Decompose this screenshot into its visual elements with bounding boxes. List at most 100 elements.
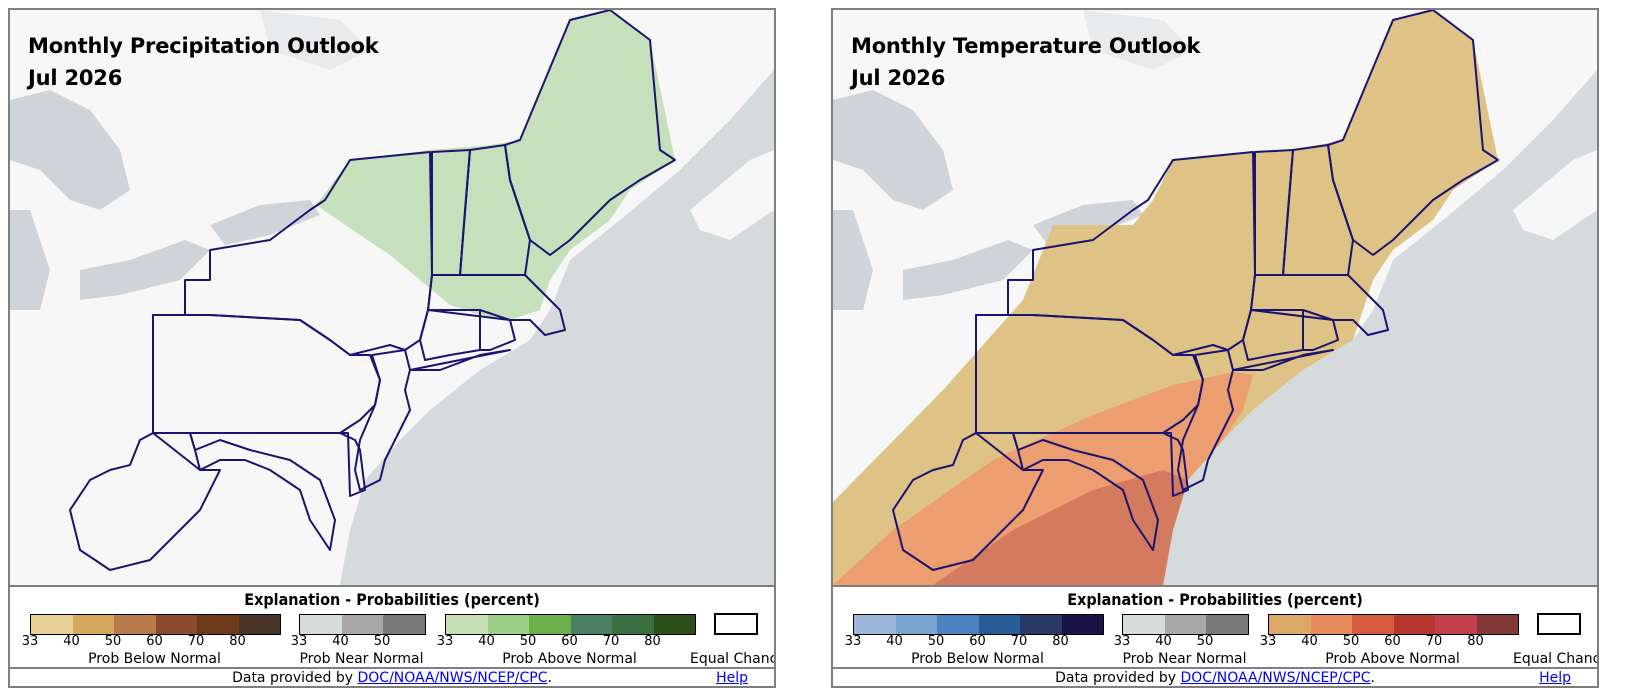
tick-label: 70 bbox=[187, 634, 205, 649]
lake-michigan bbox=[833, 210, 873, 310]
lake-huron bbox=[833, 90, 953, 210]
tick-label: 80 bbox=[229, 634, 246, 649]
temperature-map[interactable]: Monthly Temperature Outlook Jul 2026 bbox=[833, 10, 1597, 585]
help-link[interactable]: Help bbox=[1539, 670, 1571, 686]
credit-suffix: . bbox=[547, 670, 552, 686]
footer: Data provided by DOC/NOAA/NWS/NCEP/CPC. … bbox=[10, 667, 774, 686]
tick-label: 80 bbox=[644, 634, 661, 649]
near-normal-label: Prob Near Normal bbox=[1122, 651, 1247, 667]
precip-above-normal-33-area bbox=[316, 10, 675, 320]
tick-label: 60 bbox=[969, 634, 986, 649]
below-normal-label: Prob Below Normal bbox=[911, 651, 1044, 667]
state-boundaries bbox=[892, 10, 1499, 571]
cpc-link[interactable]: DOC/NOAA/NWS/NCEP/CPC bbox=[1180, 670, 1371, 686]
tick-label: 70 bbox=[1425, 634, 1443, 649]
tick-label: 33 bbox=[844, 634, 862, 649]
swatch bbox=[1061, 615, 1103, 634]
below-normal-ticks: 33 40 50 60 70 80 bbox=[22, 634, 279, 650]
help-link[interactable]: Help bbox=[716, 670, 748, 686]
tick-label: 50 bbox=[373, 634, 391, 649]
above-normal-ticks: 33 40 50 60 70 80 bbox=[437, 634, 694, 650]
tick-label: 70 bbox=[602, 634, 620, 649]
massachusetts-outline bbox=[427, 274, 566, 336]
tick-label: 50 bbox=[927, 634, 945, 649]
swatch bbox=[1164, 615, 1207, 634]
tick-label: 40 bbox=[332, 634, 349, 649]
swatch bbox=[487, 615, 529, 634]
maryland-outline bbox=[152, 432, 336, 551]
tick-label: 50 bbox=[1342, 634, 1360, 649]
lake-michigan bbox=[10, 210, 50, 310]
swatch bbox=[1435, 615, 1477, 634]
above-normal-label: Prob Above Normal bbox=[502, 651, 637, 667]
tick-label: 40 bbox=[478, 634, 495, 649]
tick-label: 40 bbox=[886, 634, 903, 649]
below-normal-scale bbox=[30, 614, 281, 635]
swatch bbox=[1476, 615, 1518, 634]
near-normal-scale bbox=[1122, 614, 1249, 635]
data-credit: Data provided by DOC/NOAA/NWS/NCEP/CPC. bbox=[833, 670, 1597, 686]
near-normal-label: Prob Near Normal bbox=[299, 651, 424, 667]
lake-huron bbox=[10, 90, 130, 210]
rhode-island-outline bbox=[1302, 309, 1339, 351]
near-normal-scale bbox=[299, 614, 426, 635]
new-jersey-outline bbox=[1177, 349, 1234, 491]
above-normal-scale bbox=[445, 614, 696, 635]
equal-chance-label: Equal Chance bbox=[690, 651, 774, 667]
state-boundaries bbox=[69, 10, 676, 571]
tick-label: 33 bbox=[436, 634, 454, 649]
tick-label: 50 bbox=[519, 634, 537, 649]
swatch bbox=[155, 615, 197, 634]
data-credit: Data provided by DOC/NOAA/NWS/NCEP/CPC. bbox=[10, 670, 774, 686]
lake-erie bbox=[80, 240, 210, 300]
precipitation-map-svg bbox=[10, 10, 774, 585]
above-normal-scale bbox=[1268, 614, 1519, 635]
precipitation-map[interactable]: Monthly Precipitation Outlook Jul 2026 bbox=[10, 10, 774, 585]
swatch bbox=[978, 615, 1020, 634]
temperature-map-svg bbox=[833, 10, 1597, 585]
tick-label: 33 bbox=[1113, 634, 1131, 649]
swatch bbox=[1123, 615, 1165, 634]
swatch bbox=[895, 615, 937, 634]
above-normal-ticks: 33 40 50 60 70 80 bbox=[1260, 634, 1517, 650]
legend-heading: Explanation - Probabilities (percent) bbox=[244, 590, 540, 609]
tick-label: 60 bbox=[561, 634, 578, 649]
map-title: Monthly Temperature Outlook bbox=[851, 34, 1201, 58]
west-virginia-outline bbox=[892, 432, 1044, 571]
credit-prefix: Data provided by bbox=[1055, 670, 1181, 686]
quebec-terrain bbox=[1083, 10, 1193, 70]
maritimes-land bbox=[1513, 150, 1597, 240]
long-island-outline bbox=[409, 349, 511, 371]
delaware-outline bbox=[1162, 432, 1189, 497]
temp-above-normal-50-area bbox=[933, 470, 1188, 585]
tick-label: 40 bbox=[1155, 634, 1172, 649]
swatch bbox=[1020, 615, 1062, 634]
equal-chance-label: Equal Chance bbox=[1513, 651, 1597, 667]
swatch bbox=[1206, 615, 1249, 634]
west-virginia-outline bbox=[69, 432, 221, 571]
tick-label: 60 bbox=[1384, 634, 1401, 649]
swatch bbox=[1269, 615, 1311, 634]
swatch bbox=[529, 615, 571, 634]
cpc-link[interactable]: DOC/NOAA/NWS/NCEP/CPC bbox=[357, 670, 548, 686]
tick-label: 80 bbox=[1467, 634, 1484, 649]
tick-label: 40 bbox=[1301, 634, 1318, 649]
equal-chance-swatch bbox=[714, 613, 758, 635]
precipitation-outlook-panel: Monthly Precipitation Outlook Jul 2026 E… bbox=[8, 8, 776, 688]
tick-label: 33 bbox=[290, 634, 308, 649]
swatch bbox=[114, 615, 156, 634]
swatch bbox=[341, 615, 384, 634]
credit-suffix: . bbox=[1370, 670, 1375, 686]
tick-label: 50 bbox=[1196, 634, 1214, 649]
below-normal-label: Prob Below Normal bbox=[88, 651, 221, 667]
above-normal-label: Prob Above Normal bbox=[1325, 651, 1460, 667]
rhode-island-outline bbox=[479, 309, 516, 351]
swatch bbox=[238, 615, 280, 634]
swatch bbox=[1393, 615, 1435, 634]
tick-label: 60 bbox=[146, 634, 163, 649]
lake-ontario bbox=[210, 200, 320, 245]
swatch bbox=[1310, 615, 1352, 634]
swatch bbox=[854, 615, 896, 634]
swatch bbox=[31, 615, 73, 634]
swatch bbox=[197, 615, 239, 634]
